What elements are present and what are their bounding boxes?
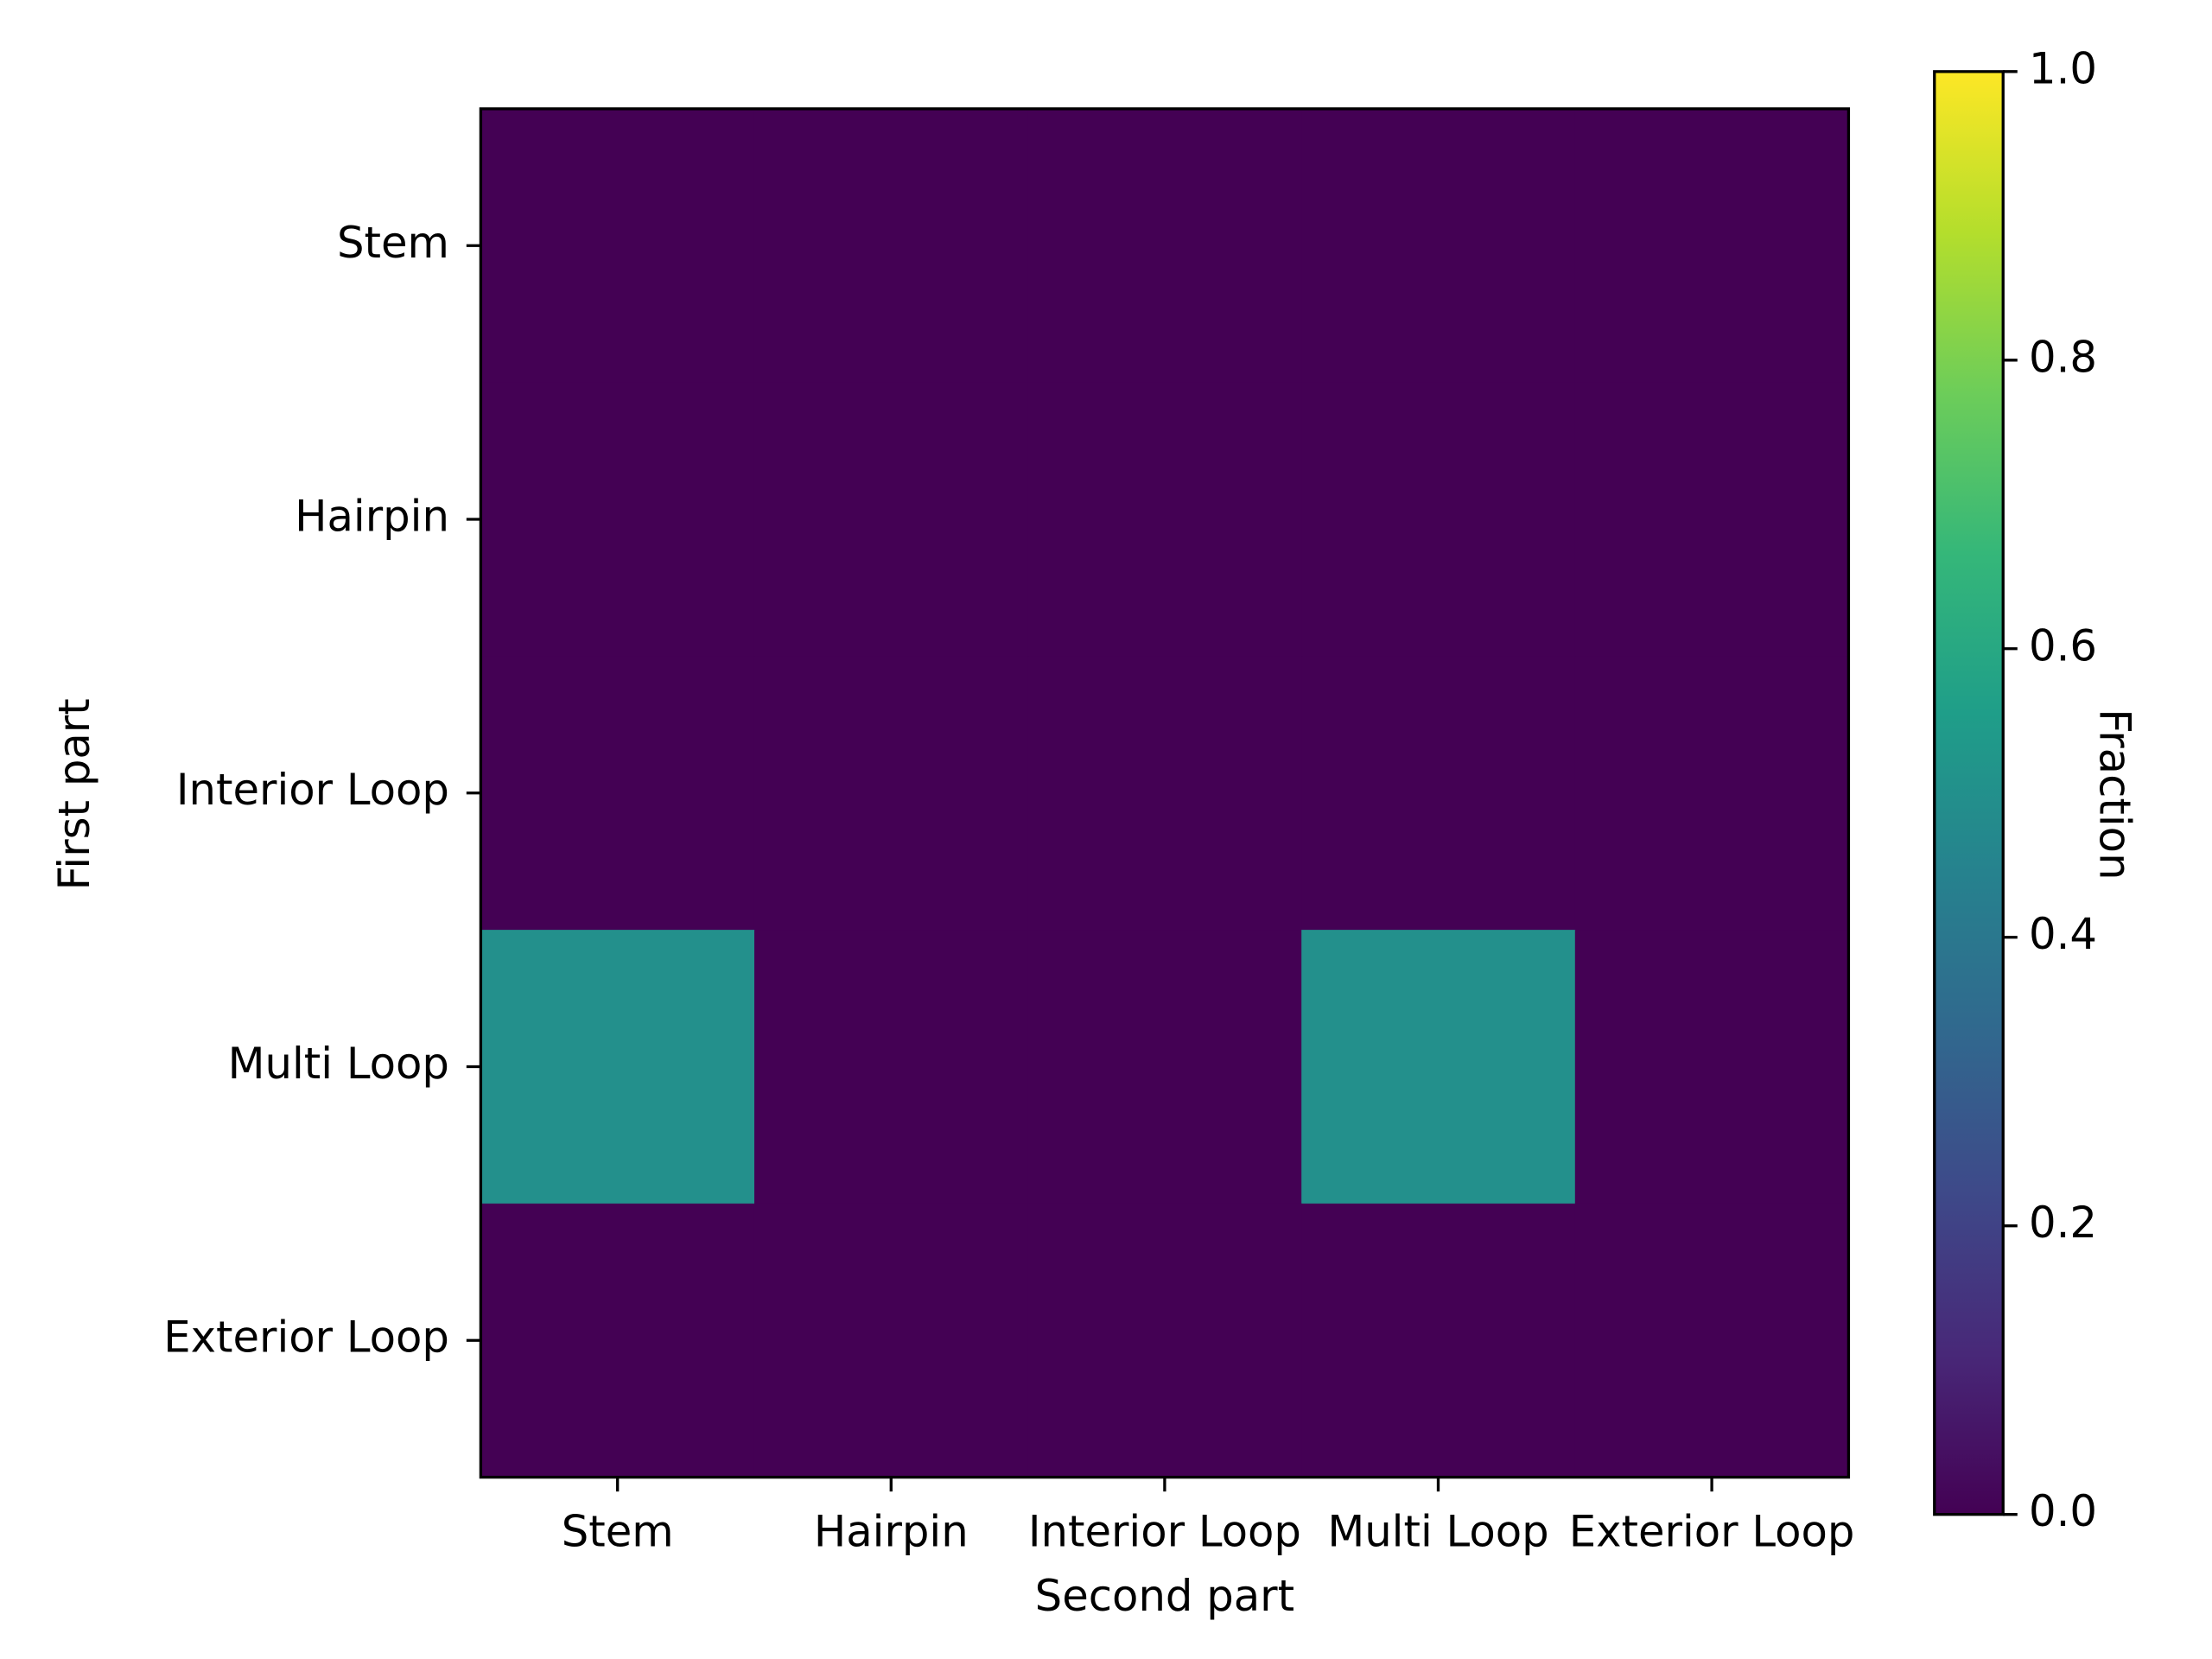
colorbar-tick-label: 0.2: [2029, 1198, 2097, 1248]
x-tick-label: Hairpin: [814, 1506, 969, 1556]
colorbar-tick-label: 0.0: [2029, 1486, 2097, 1536]
heatmap-cell: [1301, 930, 1576, 1205]
y-tick-label: Interior Loop: [176, 765, 449, 815]
heatmap-cell: [1301, 108, 1576, 384]
colorbar-tick-label: 0.6: [2029, 620, 2097, 671]
heatmap-cell: [1301, 382, 1576, 658]
y-axis-label: First part: [49, 698, 99, 890]
heatmap-cell: [1301, 1203, 1576, 1478]
heatmap-cell: [753, 1203, 1029, 1478]
heatmap-cell: [1301, 656, 1576, 931]
heatmap-cell: [1027, 930, 1303, 1205]
colorbar: [1933, 70, 2005, 1516]
heatmap-cell: [1027, 1203, 1303, 1478]
y-tick-label: Multi Loop: [228, 1039, 449, 1089]
y-tick-label: Hairpin: [295, 492, 449, 542]
x-tick-label: Multi Loop: [1327, 1506, 1548, 1556]
heatmap-cell: [1574, 930, 1850, 1205]
heatmap-cell: [480, 930, 755, 1205]
heatmap-cell: [480, 1203, 755, 1478]
heatmap-cell: [753, 930, 1029, 1205]
heatmap-cell: [753, 108, 1029, 384]
y-tick-label: Stem: [337, 218, 449, 268]
x-tick-label: Interior Loop: [1028, 1506, 1301, 1556]
x-axis-label: Second part: [1035, 1571, 1294, 1621]
colorbar-tick-label: 0.8: [2029, 332, 2097, 382]
colorbar-tick-label: 0.4: [2029, 909, 2097, 959]
heatmap-cell: [753, 656, 1029, 931]
heatmap-cell: [480, 108, 755, 384]
heatmap-cell: [1027, 108, 1303, 384]
heatmap-cell: [480, 656, 755, 931]
heatmap-cell: [1574, 382, 1850, 658]
heatmap-cell: [1574, 656, 1850, 931]
y-tick-label: Exterior Loop: [163, 1313, 449, 1363]
heatmap-cell: [1574, 1203, 1850, 1478]
x-tick-label: Stem: [562, 1506, 674, 1556]
heatmap-cell: [1027, 382, 1303, 658]
heatmap-cell: [753, 382, 1029, 658]
colorbar-tick-label: 1.0: [2029, 43, 2097, 93]
heatmap-cell: [480, 382, 755, 658]
heatmap-cell: [1027, 656, 1303, 931]
x-tick-label: Exterior Loop: [1569, 1506, 1855, 1556]
heatmap-cell: [1574, 108, 1850, 384]
colorbar-label: Fraction: [2090, 709, 2140, 880]
